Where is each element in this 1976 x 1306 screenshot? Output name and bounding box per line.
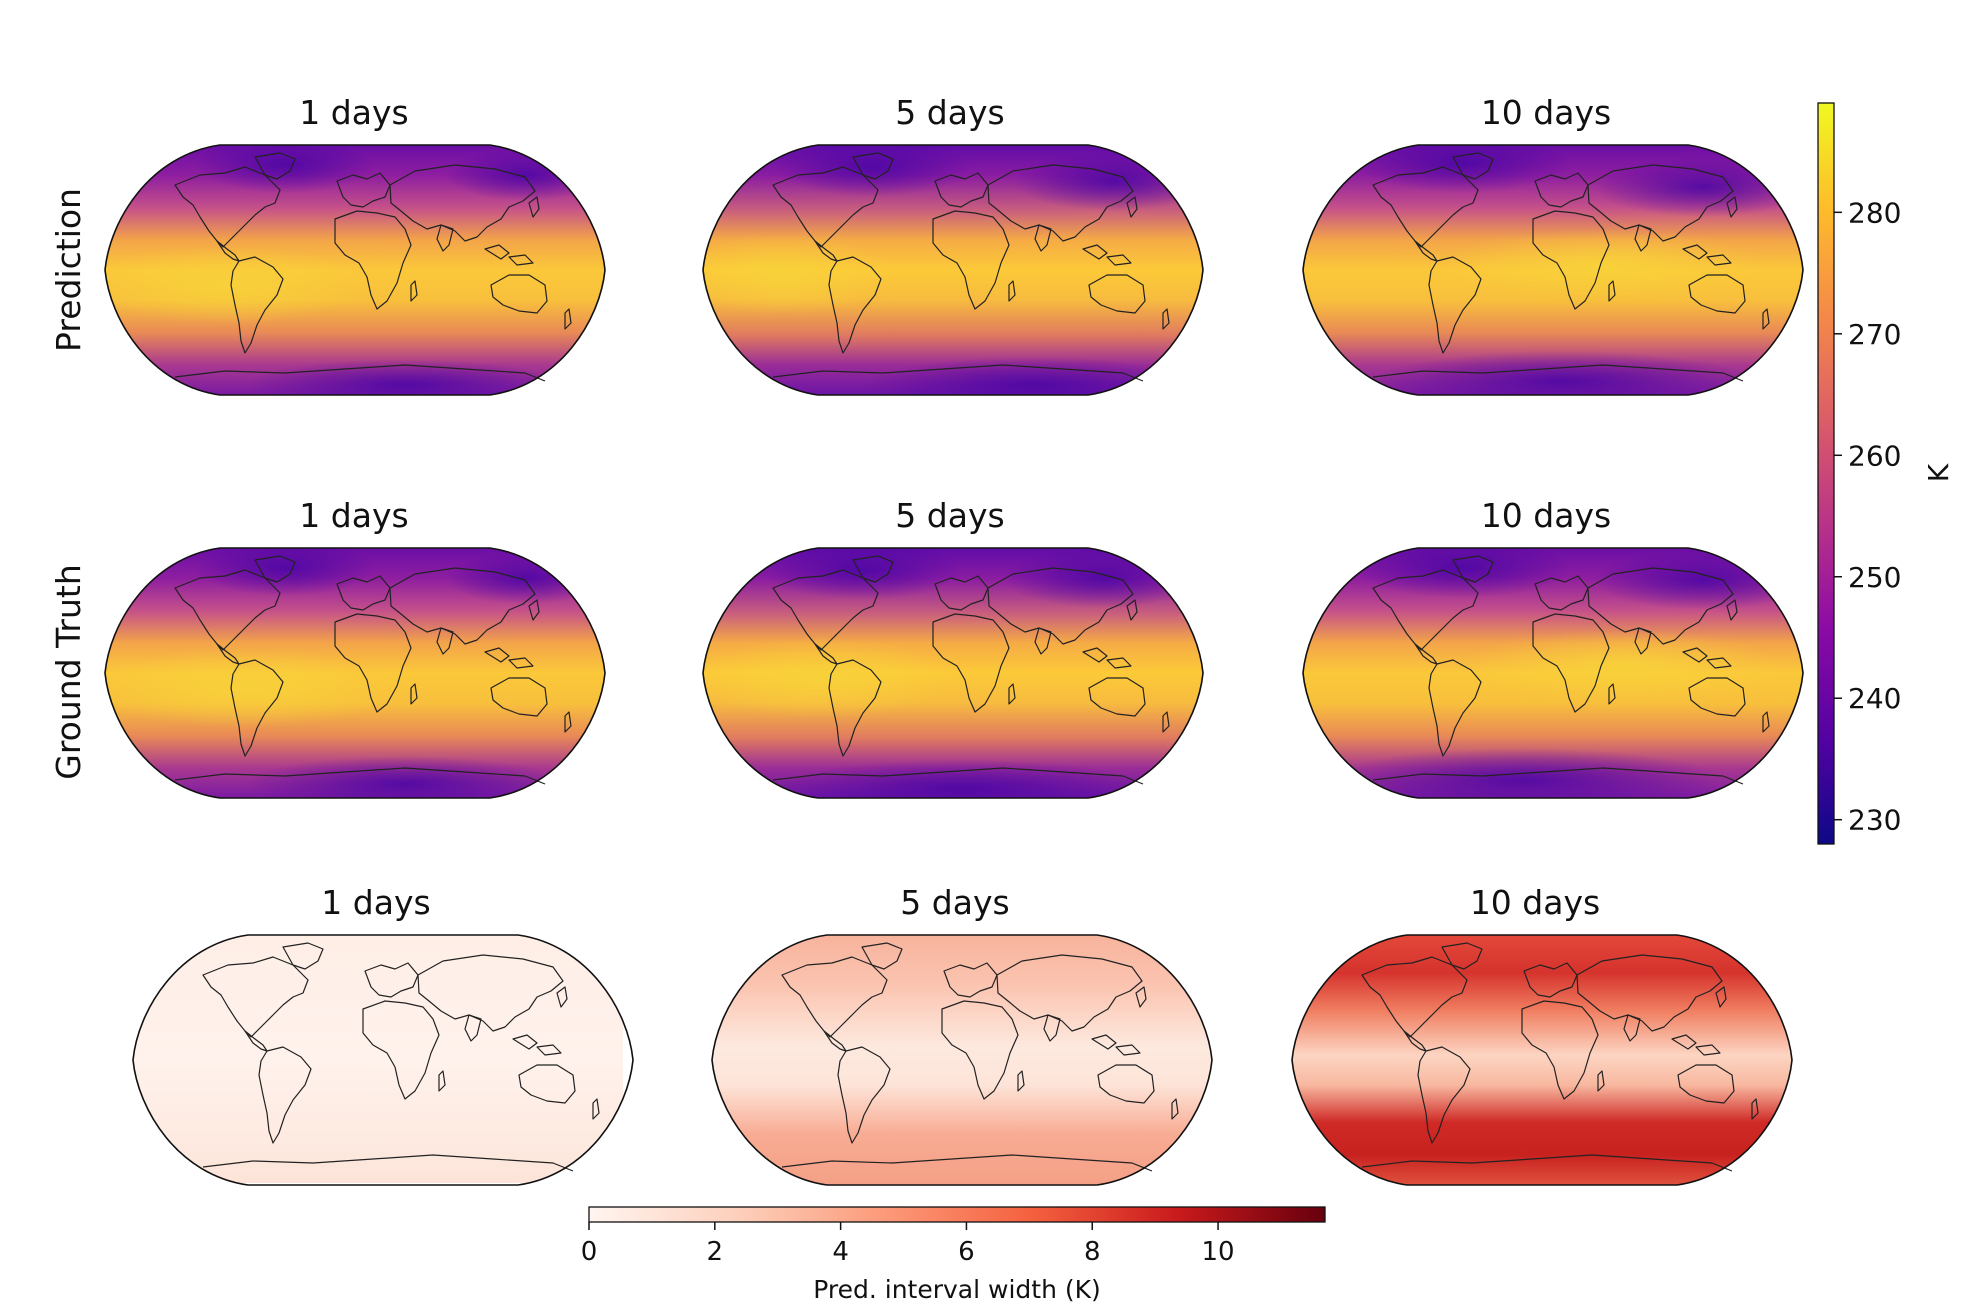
map-truth-5-days bbox=[702, 547, 1204, 799]
colorbar-temperature-tick-label: 230 bbox=[1848, 804, 1901, 837]
colorbar-interval-width-tick-label: 0 bbox=[581, 1237, 598, 1267]
colorbar-temperature-tick-label: 260 bbox=[1848, 439, 1901, 472]
colorbar-interval-width-tick-label: 4 bbox=[832, 1237, 849, 1267]
panel-title-pred-1: 1 days bbox=[299, 93, 408, 132]
colorbar-interval-width: 0 2 4 6 8 10 Pred. interval width (K) bbox=[581, 1206, 1326, 1304]
map-prediction-5-days bbox=[702, 144, 1204, 396]
colorbar-interval-width-ticks: 0 2 4 6 8 10 bbox=[581, 1222, 1235, 1267]
map-prediction-10-days bbox=[1302, 144, 1804, 396]
map-prediction-1-days bbox=[104, 144, 606, 396]
map-truth-10-days bbox=[1302, 547, 1804, 799]
colorbar-temperature-tick-label: 240 bbox=[1848, 682, 1901, 715]
panel-title-pred-5: 5 days bbox=[895, 93, 1004, 132]
map-width-5-days bbox=[711, 934, 1213, 1186]
colorbar-temperature: 230 240 250 260 270 280 K bbox=[1817, 102, 1955, 845]
panel-title-pred-10: 10 days bbox=[1481, 93, 1611, 132]
panel-title-truth-5: 5 days bbox=[895, 496, 1004, 535]
panel-title-truth-10: 10 days bbox=[1481, 496, 1611, 535]
colorbar-interval-width-label: Pred. interval width (K) bbox=[813, 1275, 1101, 1304]
colorbar-temperature-tick-label: 270 bbox=[1848, 318, 1901, 351]
panel-title-width-1: 1 days bbox=[321, 883, 430, 922]
map-width-1-days bbox=[132, 934, 634, 1186]
colorbar-temperature-label: K bbox=[1922, 463, 1955, 482]
row-label-prediction: Prediction bbox=[49, 188, 88, 352]
map-truth-1-days bbox=[104, 547, 606, 799]
panel-title-truth-1: 1 days bbox=[299, 496, 408, 535]
colorbar-interval-width-tick-label: 8 bbox=[1084, 1237, 1101, 1267]
colorbar-interval-width-tick-label: 10 bbox=[1202, 1237, 1235, 1267]
colorbar-interval-width-bar bbox=[588, 1206, 1326, 1223]
colorbar-temperature-ticks: 230 240 250 260 270 280 bbox=[1834, 196, 1901, 837]
map-width-10-days bbox=[1291, 934, 1793, 1186]
panel-title-width-5: 5 days bbox=[900, 883, 1009, 922]
row-labels: Prediction Ground Truth bbox=[49, 188, 88, 780]
panel-titles: 1 days 5 days 10 days 1 days 5 days 10 d… bbox=[299, 93, 1611, 922]
colorbar-temperature-tick-label: 250 bbox=[1848, 561, 1901, 594]
colorbar-temperature-tick-label: 280 bbox=[1848, 196, 1901, 229]
panel-title-width-10: 10 days bbox=[1470, 883, 1600, 922]
colorbar-temperature-bar bbox=[1817, 102, 1835, 845]
colorbar-interval-width-tick-label: 2 bbox=[707, 1237, 724, 1267]
colorbar-interval-width-tick-label: 6 bbox=[958, 1237, 975, 1267]
row-label-ground-truth: Ground Truth bbox=[49, 564, 88, 780]
